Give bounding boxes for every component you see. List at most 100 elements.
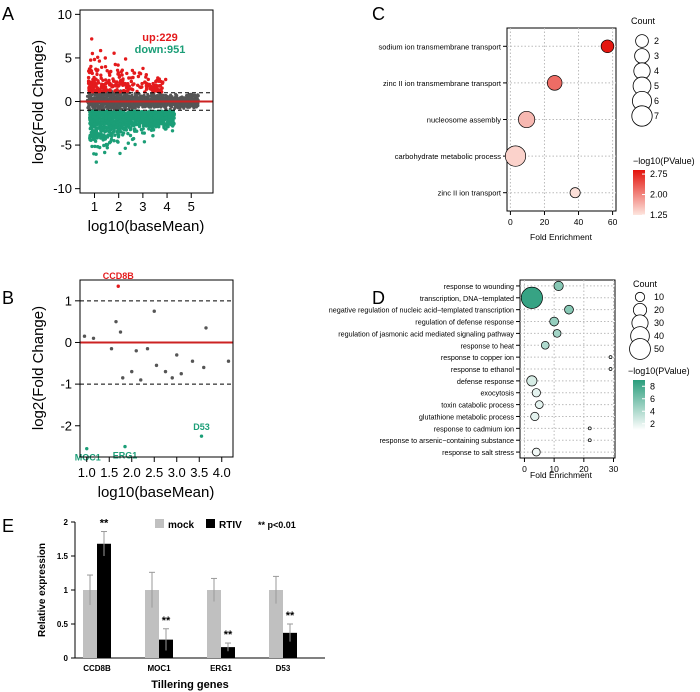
point-down xyxy=(159,111,163,115)
point-up xyxy=(138,85,142,89)
point-down xyxy=(101,110,106,115)
plot-frame xyxy=(79,279,234,458)
bar-rtiv xyxy=(221,647,235,658)
bubble xyxy=(569,187,581,199)
data-point xyxy=(139,378,143,382)
category-label: ERG1 xyxy=(210,664,232,673)
bubble xyxy=(532,447,541,457)
point-ns xyxy=(125,96,128,100)
point-down xyxy=(92,122,97,126)
point-up xyxy=(90,51,95,56)
color-tick-label: 1.25 xyxy=(650,210,668,220)
point-down xyxy=(103,130,107,134)
panel-label: B xyxy=(2,288,14,308)
point-ns xyxy=(192,93,196,97)
data-point xyxy=(199,434,204,438)
point-down xyxy=(103,137,108,141)
point-ns xyxy=(187,96,191,100)
term-label: carbohydrate metabolic process xyxy=(395,152,502,161)
point-down xyxy=(99,128,103,133)
point-down xyxy=(111,118,116,123)
point-down xyxy=(105,144,109,148)
point-down xyxy=(164,115,168,120)
significance-mark: ** xyxy=(224,629,233,641)
data-point xyxy=(154,363,159,368)
point-up xyxy=(158,83,163,88)
x-tick-label: 3.0 xyxy=(168,465,186,480)
data-point xyxy=(85,446,89,451)
point-up xyxy=(91,83,96,88)
point-down xyxy=(101,114,105,118)
x-tick-label: 3 xyxy=(139,199,146,214)
point-up xyxy=(109,69,113,74)
point-down xyxy=(107,115,111,119)
size-legend-title: Count xyxy=(631,16,656,26)
point-down xyxy=(171,124,175,128)
size-legend-label: 30 xyxy=(654,318,664,328)
point-down xyxy=(113,133,117,137)
gene-label: CCD8B xyxy=(103,271,135,281)
point-ns xyxy=(189,103,193,107)
term-label: exocytosis xyxy=(480,389,514,398)
gene-label: ERG1 xyxy=(113,451,138,461)
point-down xyxy=(126,131,130,136)
point-up xyxy=(140,81,144,86)
point-up xyxy=(111,77,115,81)
y-tick-label: 1 xyxy=(64,586,69,595)
point-down xyxy=(116,135,121,139)
x-tick-label: 1.5 xyxy=(100,465,118,480)
point-up xyxy=(161,80,165,84)
y-tick-label: -1 xyxy=(60,377,72,392)
color-tick-label: 8 xyxy=(650,381,655,391)
point-ns xyxy=(170,103,174,107)
color-tick-label: 4 xyxy=(650,406,655,416)
point-down xyxy=(93,134,97,139)
point-ns xyxy=(99,101,103,105)
point-ns xyxy=(86,106,90,110)
point-down xyxy=(112,115,116,120)
point-ns xyxy=(144,103,148,107)
data-point xyxy=(163,369,168,374)
point-up xyxy=(125,71,129,76)
point-ns xyxy=(174,92,178,96)
legend-mock: mock xyxy=(168,520,195,531)
point-ns xyxy=(174,105,178,109)
point-up xyxy=(132,82,136,86)
point-up xyxy=(164,77,168,82)
size-legend-label: 7 xyxy=(654,111,659,121)
point-up xyxy=(136,74,141,79)
axes: 1.0 1.5 2.0 2.5 3.0 3.5 4.0 1 0 -1 -2 xyxy=(60,293,230,480)
point-ns xyxy=(155,105,159,109)
point-ns xyxy=(186,94,190,97)
point-ns xyxy=(168,94,172,98)
bubble xyxy=(587,426,592,431)
data-point xyxy=(130,369,134,374)
x-tick-label: 5 xyxy=(188,199,195,214)
bubble xyxy=(600,39,615,54)
point-up xyxy=(112,51,116,55)
legend-up: up:229 xyxy=(142,32,177,44)
x-tick-label: 4 xyxy=(163,199,170,214)
size-legend-label: 6 xyxy=(654,96,659,106)
point-down xyxy=(121,123,125,127)
category-label: CCD8B xyxy=(83,664,111,673)
point-down xyxy=(116,115,121,119)
y-axis-label: log2(Fold Change) xyxy=(30,306,47,430)
point-down xyxy=(121,118,126,122)
point-down xyxy=(167,111,171,115)
point-up xyxy=(125,89,130,93)
point-ns xyxy=(116,106,120,110)
bubble xyxy=(546,75,563,91)
point-down xyxy=(96,145,100,149)
term-label: response to arsenic−containing substance xyxy=(380,436,514,445)
point-up xyxy=(129,79,133,84)
data-point xyxy=(175,353,179,357)
bubble xyxy=(552,329,562,338)
point-up xyxy=(116,63,120,67)
bar-mock xyxy=(83,590,97,658)
point-up xyxy=(100,82,104,86)
point-ns xyxy=(101,92,105,96)
x-tick-label: 0 xyxy=(508,217,513,227)
point-down xyxy=(99,132,103,136)
point-down xyxy=(156,110,160,114)
